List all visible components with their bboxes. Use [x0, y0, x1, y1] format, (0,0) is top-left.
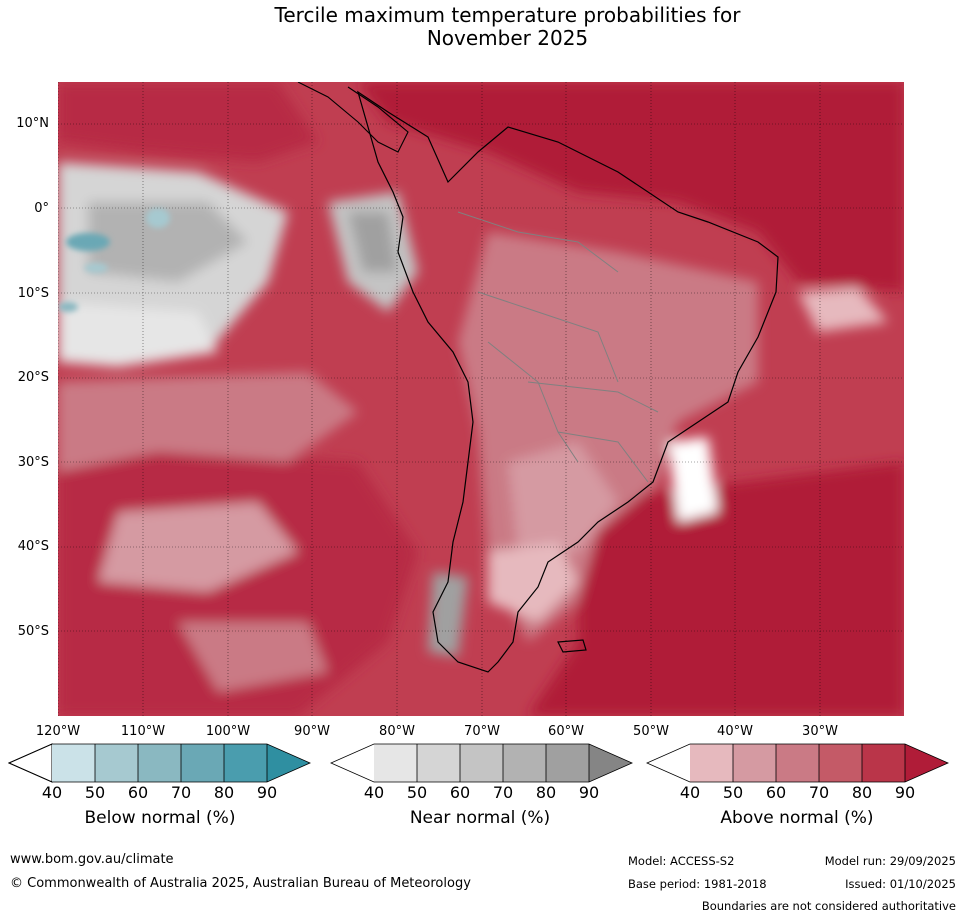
lon-label: 100°W	[205, 724, 251, 739]
near-normal-colorbar	[330, 743, 633, 783]
below-normal-swatch-0	[8, 743, 53, 783]
model-name: Model: ACCESS-S2	[628, 854, 735, 868]
copyright-text: © Commonwealth of Australia 2025, Austra…	[10, 876, 471, 891]
above-normal-title: Above normal (%)	[720, 808, 874, 828]
graticule	[58, 82, 904, 716]
near-normal-swatch-0	[331, 744, 374, 782]
lon-label: 70°W	[464, 724, 500, 739]
near-normal-tick: 70	[492, 783, 514, 802]
lon-label: 110°W	[120, 724, 166, 739]
above-normal-tick: 70	[808, 783, 830, 802]
below-normal-patches	[58, 208, 170, 312]
issued-date: Issued: 01/10/2025	[845, 877, 956, 891]
near-normal-swatch-1	[374, 744, 417, 782]
south-america-coastline	[356, 90, 779, 673]
above-normal-swatch-4	[819, 744, 862, 782]
below-normal-swatch-4	[181, 744, 224, 782]
base-period: Base period: 1981-2018	[628, 877, 767, 891]
boundary-disclaimer: Boundaries are not considered authoritat…	[701, 899, 956, 913]
lon-label: 60°W	[548, 724, 584, 739]
near-normal-swatch-5	[546, 744, 589, 782]
country-borders	[457, 211, 659, 483]
above-normal-swatch-2	[733, 744, 776, 782]
lat-label: 10°N	[16, 116, 49, 131]
lat-label: 50°S	[17, 624, 49, 639]
above-normal-tick: 80	[851, 783, 873, 802]
lat-label: 30°S	[17, 455, 49, 470]
above-normal-tick: 40	[679, 783, 701, 802]
above-normal-swatch-0	[647, 744, 690, 782]
falkland-islands	[557, 639, 587, 653]
lon-label: 90°W	[294, 724, 330, 739]
above-normal-swatch-1	[690, 744, 733, 782]
above-normal-tick: 90	[894, 783, 916, 802]
lat-label: 0°	[34, 201, 49, 216]
lat-label: 10°S	[17, 286, 49, 301]
probability-field	[58, 82, 904, 716]
above-normal-swatch-5	[862, 744, 905, 782]
above-normal-swatch-3	[776, 744, 819, 782]
lon-label: 40°W	[717, 724, 753, 739]
below-normal-tick: 40	[41, 783, 63, 802]
probability-map	[58, 82, 904, 716]
above-normal-swatch-6	[905, 744, 948, 782]
below-normal-tick: 60	[127, 783, 149, 802]
central-america-coastline	[297, 82, 409, 153]
above-normal-tick: 50	[722, 783, 744, 802]
lon-label: 30°W	[802, 724, 838, 739]
below-normal-swatch-3	[138, 744, 181, 782]
below-normal-swatch-6	[267, 744, 310, 782]
near-normal-tick: 80	[535, 783, 557, 802]
near-normal-title: Near normal (%)	[409, 808, 551, 828]
below-normal-swatch-2	[95, 744, 138, 782]
above-normal-tick: 60	[765, 783, 787, 802]
lon-label: 80°W	[379, 724, 415, 739]
below-normal-tick: 90	[256, 783, 278, 802]
near-normal-tick: 90	[578, 783, 600, 802]
near-normal-swatch-3	[460, 744, 503, 782]
below-normal-colorbar	[8, 743, 311, 783]
below-normal-title: Below normal (%)	[84, 808, 236, 828]
below-normal-tick: 80	[213, 783, 235, 802]
website-link[interactable]: www.bom.gov.au/climate	[10, 852, 174, 867]
title-line-1: Tercile maximum temperature probabilitie…	[274, 3, 741, 27]
below-normal-tick: 50	[84, 783, 106, 802]
near-normal-tick: 60	[449, 783, 471, 802]
near-normal-swatch-4	[503, 744, 546, 782]
lon-label: 50°W	[633, 724, 669, 739]
below-normal-swatch-1	[52, 744, 95, 782]
below-normal-tick: 70	[170, 783, 192, 802]
near-normal-tick: 40	[363, 783, 385, 802]
above-normal-colorbar	[646, 743, 949, 783]
model-run-date: Model run: 29/09/2025	[824, 854, 956, 868]
lat-label: 20°S	[17, 370, 49, 385]
near-normal-swatch-2	[417, 744, 460, 782]
lat-label: 40°S	[17, 539, 49, 554]
near-normal-swatch-6	[589, 744, 632, 782]
title-line-2: November 2025	[426, 26, 589, 50]
below-normal-swatch-5	[224, 744, 267, 782]
lon-label: 120°W	[35, 724, 81, 739]
near-normal-tick: 50	[406, 783, 428, 802]
map-title: Tercile maximum temperature probabilitie…	[0, 4, 965, 50]
